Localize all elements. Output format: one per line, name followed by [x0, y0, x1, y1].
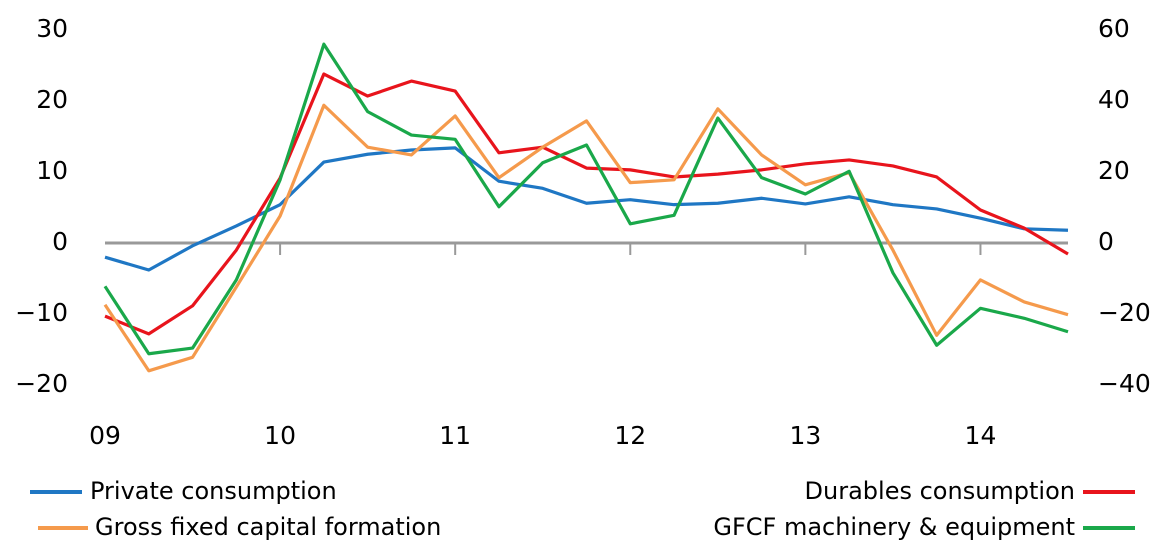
legend-label: Private consumption [90, 477, 337, 505]
y2-tick-label: −40 [1098, 369, 1151, 398]
y2-tick-label: 60 [1098, 14, 1130, 43]
x-tick-label: 11 [439, 421, 471, 450]
legend-label: GFCF machinery & equipment [713, 513, 1075, 541]
y2-tick-label: 40 [1098, 85, 1130, 114]
y-tick-label: −10 [15, 298, 68, 327]
y-tick-label: −20 [15, 369, 68, 398]
y2-tick-label: 20 [1098, 156, 1130, 185]
x-tick-label: 13 [789, 421, 821, 450]
series-line [104, 72, 1069, 336]
x-tick-label: 14 [965, 421, 997, 450]
y2-tick-label: 0 [1098, 227, 1114, 256]
series-line [103, 42, 1069, 356]
y2-tick-label: −20 [1098, 298, 1151, 327]
y-tick-label: 30 [36, 14, 68, 43]
y-tick-label: 0 [52, 227, 68, 256]
legend-label: Gross fixed capital formation [95, 513, 441, 541]
x-tick-label: 12 [614, 421, 646, 450]
y-tick-label: 20 [36, 85, 68, 114]
y-tick-label: 10 [36, 156, 68, 185]
x-tick-label: 10 [264, 421, 296, 450]
x-tick-label: 09 [89, 421, 121, 450]
series-line [103, 103, 1069, 373]
legend-label: Durables consumption [805, 477, 1075, 505]
